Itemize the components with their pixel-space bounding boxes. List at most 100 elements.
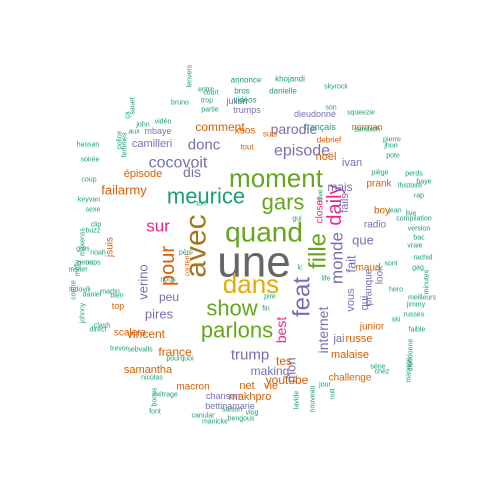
cloud-word: minutes [424,269,431,294]
cloud-word: tes [276,354,292,368]
cloud-word: johnny [80,302,87,324]
cloud-word: moment [229,163,324,193]
cloud-word: skyrock [324,84,348,91]
cloud-word: série [370,364,385,371]
cloud-word: bengous [228,416,255,423]
cloud-word: hassan [77,142,100,149]
cloud-word: gars [262,190,305,215]
cloud-word: dans [223,269,279,299]
cloud-word: quand [225,217,303,248]
cloud-word: making [251,364,290,378]
cloud-word: best [273,317,289,344]
cloud-word: france [158,345,192,359]
cloud-word: life [322,276,331,283]
cloud-word: contre [71,280,78,300]
cloud-word: entre [198,87,214,94]
cloud-word: monde [328,232,347,284]
cloud-word: jsuis [105,237,116,258]
cloud-word: maxenss [80,227,87,256]
cloud-word: mcfly [75,259,82,276]
cloud-word: fait [344,255,359,273]
cloud-word: vie [264,380,278,392]
cloud-word: vidéo [155,119,172,126]
cloud-word: avec [180,214,213,277]
cloud-word: sambich [354,127,380,134]
cloud-word: net [239,380,254,392]
cloud-word: vidéos [233,96,256,105]
cloud-word: daily [324,184,346,225]
cloud-word: nouveau [310,385,317,412]
cloud-word: jean [387,208,401,215]
cloud-word: lhistoire [398,183,422,190]
cloud-word: mister [68,267,88,274]
cloud-word: fails [339,193,351,213]
cloud-word: canular [192,413,216,420]
cloud-word: sebvalls [127,347,153,354]
cloud-word: junior [359,322,385,333]
cloud-word: nicolas [141,375,163,382]
cloud-word: radio [364,220,387,231]
cloud-word: bettinamarie [205,401,255,411]
cloud-word: jimmy [406,302,426,309]
cloud-word: gros [76,246,90,253]
cloud-word: vlog [246,410,259,417]
cloud-word: bonus [152,387,159,407]
cloud-word: ton [196,201,206,208]
cloud-word: suis [263,130,277,139]
cloud-word: julien [225,96,247,106]
cloud-word: coup [81,177,96,184]
cloud-word: cocovoit [149,155,208,172]
cloud-word: lenvers [187,64,194,87]
cloud-word: pour [157,246,179,286]
cloud-word: sexe [86,207,101,214]
cloud-word: malaise [331,349,369,361]
cloud-word: meurice [167,184,245,209]
cloud-word: une [217,238,290,287]
cloud-word: police [117,131,124,149]
cloud-word: version [408,226,431,233]
cloud-word: khojandi [275,75,305,84]
cloud-word: court [203,90,219,97]
cloud-word: russes [404,312,425,319]
cloud-word: vous [345,288,357,312]
cloud-word: trumps [233,105,261,115]
cloud-word: martin [100,289,120,296]
cloud-word: maud [355,263,380,274]
cloud-word: mbaye [144,126,171,136]
cloud-word: ksos [235,126,256,137]
cloud-word: partie [201,107,219,114]
cloud-word: manage [406,357,413,382]
cloud-word: comment [195,120,245,134]
cloud-word: soirée [80,157,99,164]
cloud-word: métrage [152,392,178,399]
cloud-word: perds [405,171,423,178]
cloud-word: buzz [86,228,101,235]
cloud-word: dieudonné [294,109,336,119]
cloud-word: direct [89,327,106,334]
cloud-word: bruno [171,100,189,107]
cloud-word: meilleurs [408,295,437,302]
cloud-word: ludovik [69,287,91,294]
cloud-word: samantha [124,364,173,376]
cloud-word: annonce [231,76,262,85]
cloud-word: chez [375,369,390,376]
cloud-word: fin [262,306,270,313]
cloud-word: noah [90,250,106,257]
cloud-word: verino [136,264,151,299]
cloud-word: failarmy [101,183,147,198]
cloud-word: ivan [342,157,362,169]
cloud-word: trump [231,347,269,364]
cloud-word: show [206,296,257,321]
cloud-word: son [325,105,336,112]
cloud-word: piège [371,170,388,177]
cloud-word: chanson [206,391,240,401]
cloud-word: daniel [83,292,102,299]
cloud-word: font [149,409,161,416]
cloud-word: parodie [271,121,318,137]
cloud-word: love [318,189,325,202]
cloud-word: bros [234,87,250,96]
cloud-word: closer [315,196,326,223]
cloud-word: peu [159,290,179,304]
cloud-word: pires [145,307,174,322]
cloud-word: compilation [396,216,432,223]
